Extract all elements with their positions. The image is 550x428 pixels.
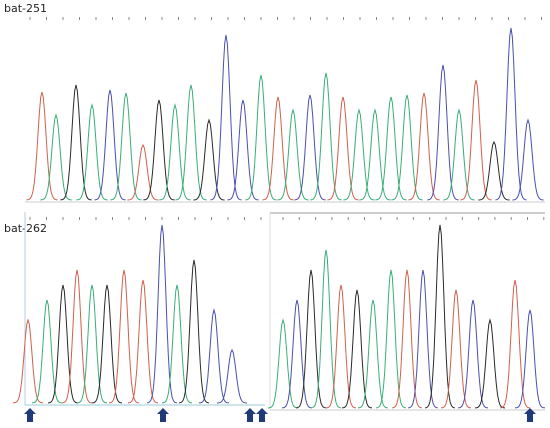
peak <box>216 348 248 404</box>
peak <box>440 289 472 409</box>
peak <box>146 224 178 404</box>
peak <box>61 269 93 404</box>
arrow-marker <box>256 408 268 422</box>
peak <box>227 99 259 201</box>
peak <box>310 249 342 409</box>
peak <box>12 318 44 404</box>
arrow-marker <box>244 408 256 422</box>
peak <box>76 103 108 201</box>
peak <box>427 64 459 201</box>
peak <box>91 284 123 404</box>
peak <box>127 143 159 201</box>
arrow-marker <box>157 408 169 422</box>
panel-label: bat-251 <box>4 2 47 15</box>
peak <box>127 279 159 404</box>
peak <box>108 269 140 404</box>
peak <box>343 108 375 201</box>
peak <box>210 34 242 201</box>
peak <box>31 299 63 404</box>
peak <box>375 269 407 409</box>
peak <box>277 108 309 201</box>
peak <box>443 108 475 201</box>
peak <box>327 96 359 201</box>
peak <box>178 259 210 404</box>
arrows <box>24 408 536 422</box>
peak <box>408 92 440 201</box>
peak <box>375 96 407 201</box>
peak <box>26 91 58 201</box>
peak <box>424 224 456 409</box>
peak <box>474 318 506 409</box>
peak <box>161 284 193 404</box>
peak <box>341 289 373 409</box>
peak <box>281 299 313 409</box>
peak <box>310 72 342 201</box>
peak <box>391 94 423 201</box>
peak <box>40 113 72 201</box>
peak <box>359 108 391 201</box>
peak <box>478 140 510 201</box>
traces <box>12 17 546 411</box>
peak <box>94 89 126 201</box>
peak <box>499 279 531 409</box>
peak <box>357 299 389 409</box>
peak <box>391 269 423 409</box>
peak <box>47 284 79 404</box>
peak <box>294 94 326 201</box>
arrow-marker <box>524 408 536 422</box>
peak <box>512 118 544 201</box>
peak <box>193 118 225 201</box>
peak <box>514 309 546 409</box>
peak <box>175 84 207 201</box>
peak <box>495 27 527 201</box>
peak <box>267 318 299 409</box>
peak <box>295 269 327 409</box>
peak <box>460 79 492 201</box>
peak <box>457 299 489 409</box>
arrow-marker <box>24 408 36 422</box>
peak <box>143 99 175 201</box>
panel-label: bat-262 <box>4 222 47 235</box>
peak <box>262 96 294 201</box>
peak <box>159 103 191 201</box>
peak <box>76 284 108 404</box>
peak <box>60 84 92 201</box>
peak <box>110 92 142 201</box>
peak <box>198 308 230 404</box>
peak <box>325 284 357 409</box>
peak <box>407 269 439 409</box>
peak <box>245 74 277 201</box>
